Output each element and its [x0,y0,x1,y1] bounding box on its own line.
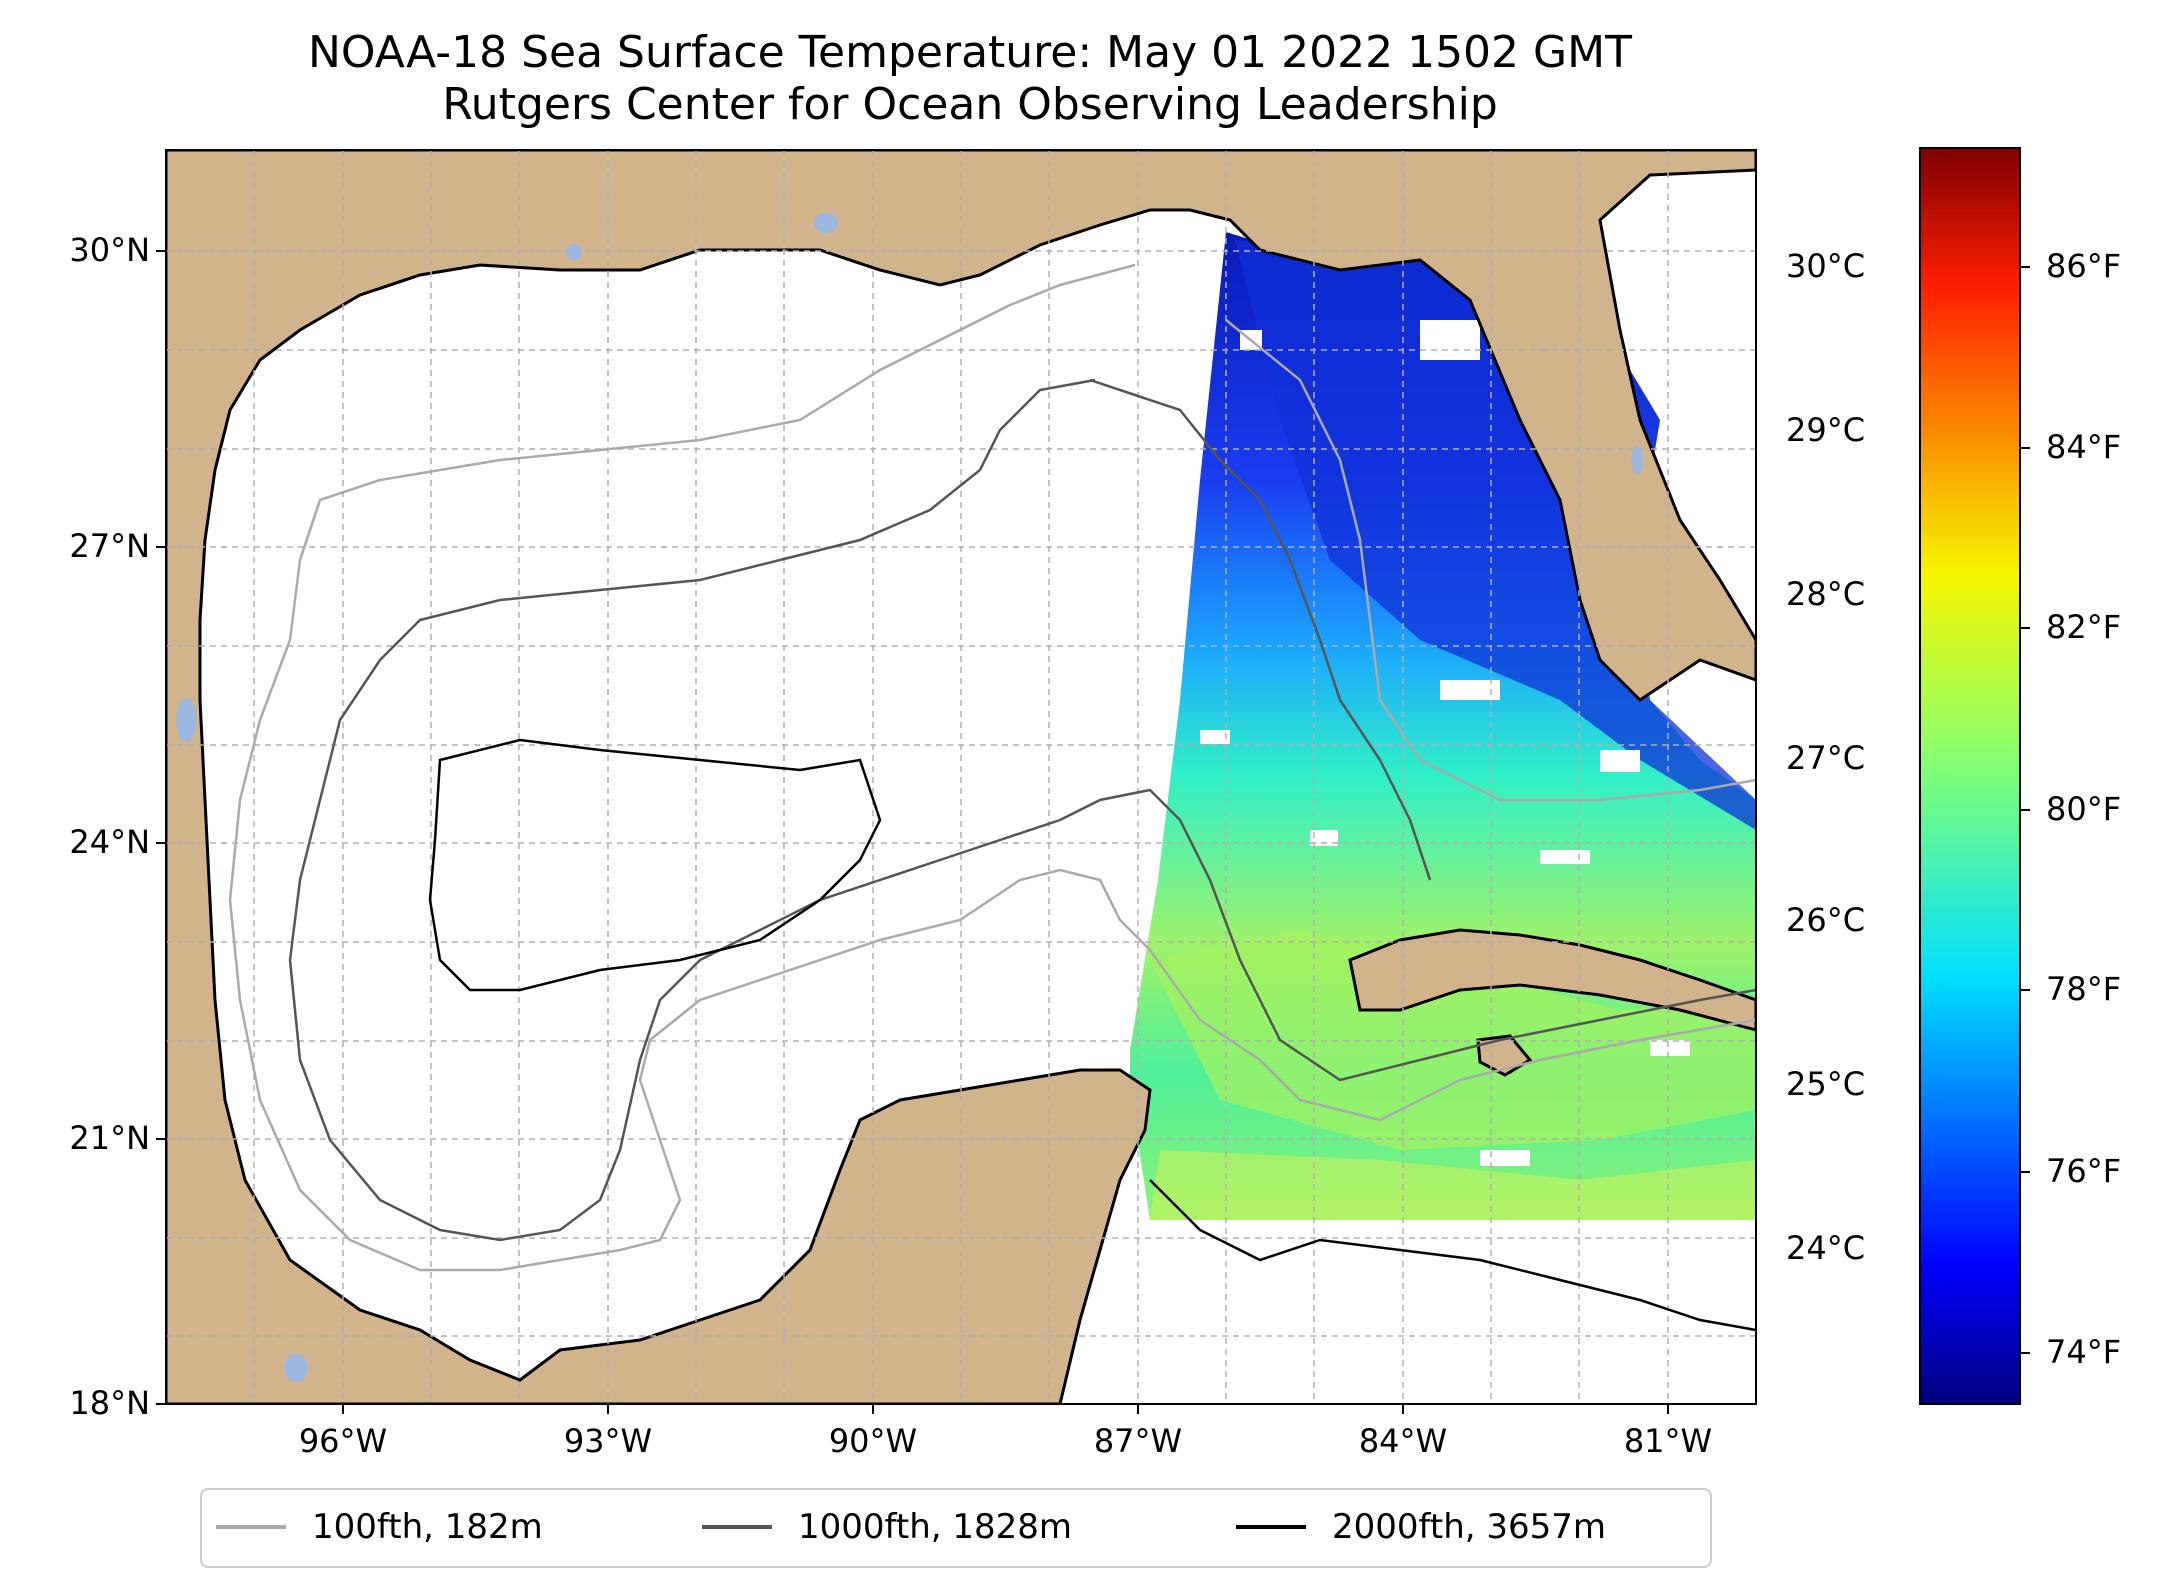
legend-label-1000fth: 1000fth, 1828m [798,1507,1073,1547]
lon-label-96w: 96°W [299,1422,387,1460]
celsius-label-26: 26°C [1786,901,1865,939]
legend-swatch-1000fth [702,1525,772,1529]
celsius-label-28: 28°C [1786,575,1865,613]
lon-label-90w: 90°W [829,1422,917,1460]
colorbar-label-74f: 74°F [2046,1333,2121,1371]
celsius-label-30: 30°C [1786,247,1865,285]
map-subtitle: Rutgers Center for Ocean Observing Leade… [442,79,1498,130]
legend-item-1000fth: 1000fth, 1828m [702,1502,1072,1552]
lon-label-87w: 87°W [1094,1422,1182,1460]
sst-warm-band [1150,930,1756,1150]
contour-1000fth [288,378,1756,1242]
contour-legend: 100fth, 182m 1000fth, 1828m 2000fth, 365… [200,1488,1712,1568]
lon-tick-marks [342,1404,1669,1414]
land-cuba [1348,928,1756,1032]
legend-item-100fth: 100fth, 182m [216,1502,543,1552]
map-area [166,150,1756,1404]
lon-label-93w: 93°W [564,1422,652,1460]
bathymetry-contours [228,263,1756,1332]
map-title: NOAA-18 Sea Surface Temperature: May 01 … [308,27,1632,78]
lakes [176,213,1643,1382]
map-frame [165,149,1757,1405]
contour-100fth-florida [1225,319,1756,802]
colorbar-label-82f: 82°F [2046,608,2121,646]
lon-label-84w: 84°W [1359,1422,1447,1460]
lat-label-18n: 18°N [69,1384,150,1422]
lat-label-27n: 27°N [69,527,150,565]
sst-warm-band-south [1150,1150,1756,1220]
lat-tick-marks [156,250,166,1405]
legend-swatch-2000fth [1236,1525,1306,1529]
celsius-label-29: 29°C [1786,411,1865,449]
colorbar-label-86f: 86°F [2046,247,2121,285]
lon-label-81w: 81°W [1624,1422,1712,1460]
graticule [166,150,1756,1404]
celsius-label-25: 25°C [1786,1065,1865,1103]
celsius-label-24: 24°C [1786,1229,1865,1267]
contour-2000fth [428,738,882,992]
contour-100fth [228,263,1756,1272]
contour-1000fth-east [1089,378,1432,881]
lat-label-21n: 21°N [69,1119,150,1157]
sst-nodata-south [1156,1220,1756,1404]
colorbar [1919,147,2021,1405]
contour-2000fth-south [1149,1179,1756,1332]
colorbar-label-78f: 78°F [2046,970,2121,1008]
legend-item-2000fth: 2000fth, 3657m [1236,1502,1606,1552]
colorbar-label-76f: 76°F [2046,1152,2121,1190]
colorbar-tick-marks [2020,266,2030,1354]
celsius-label-27: 27°C [1786,739,1865,777]
colorbar-label-84f: 84°F [2046,428,2121,466]
colorbar-label-80f: 80°F [2046,790,2121,828]
lat-label-30n: 30°N [69,231,150,269]
legend-swatch-100fth [216,1525,286,1529]
legend-label-100fth: 100fth, 182m [312,1507,543,1547]
lat-label-24n: 24°N [69,823,150,861]
legend-label-2000fth: 2000fth, 3657m [1332,1507,1607,1547]
